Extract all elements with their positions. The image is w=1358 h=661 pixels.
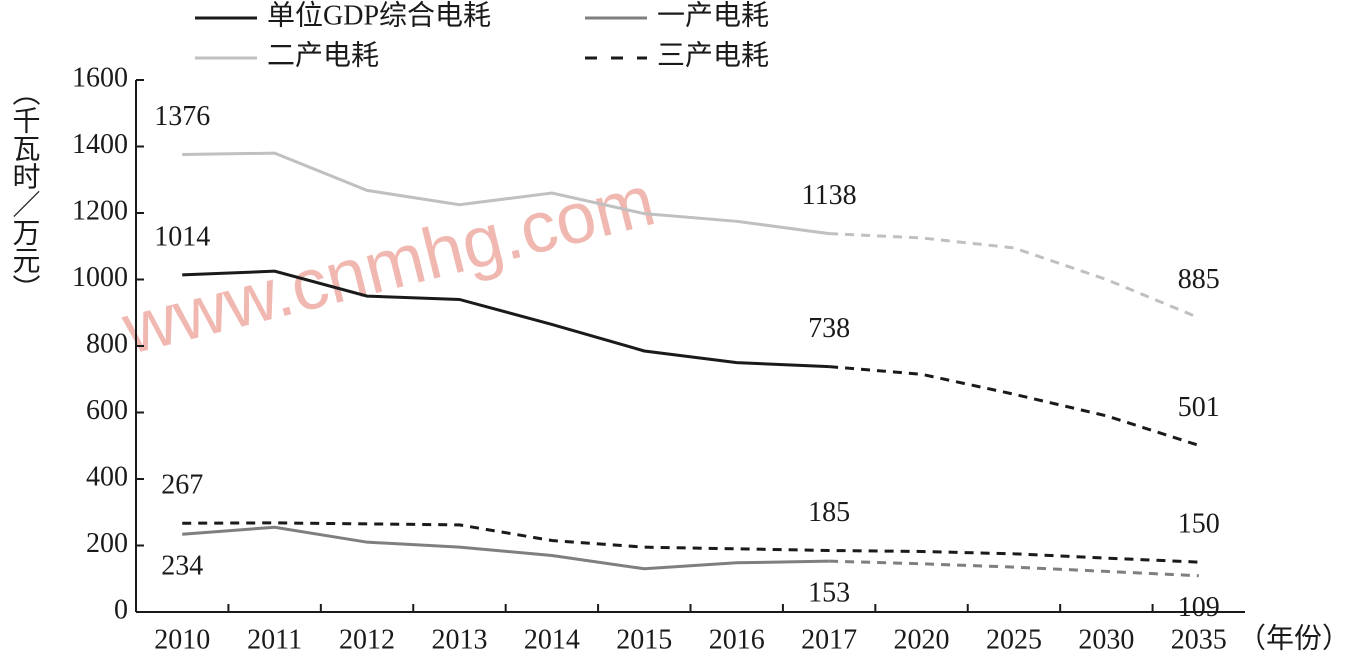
data-label: 153 <box>808 578 850 609</box>
data-label: 150 <box>1178 509 1220 540</box>
data-label: 1014 <box>154 221 210 252</box>
legend-label: 三产电耗 <box>657 39 769 71</box>
x-tick-label: 2015 <box>616 624 672 655</box>
series-line-dashed <box>829 365 1200 447</box>
data-label: 267 <box>161 470 203 501</box>
data-label: 738 <box>808 313 850 344</box>
y-tick-label: 0 <box>114 594 128 625</box>
series-line <box>182 525 830 571</box>
data-label: 234 <box>161 551 203 582</box>
x-tick-label: 2010 <box>154 624 210 655</box>
data-label: 501 <box>1178 392 1220 423</box>
data-label: 885 <box>1178 264 1220 295</box>
data-label: 1376 <box>154 101 210 132</box>
series-line-dashed <box>829 559 1199 578</box>
x-tick-label: 2025 <box>986 624 1042 655</box>
y-tick-label: 600 <box>86 395 128 426</box>
data-label: 109 <box>1178 592 1220 623</box>
x-tick-label: 2016 <box>709 624 765 655</box>
series-line-dashed <box>182 521 1199 564</box>
data-label: 185 <box>808 497 850 528</box>
x-tick-label: 2012 <box>339 624 395 655</box>
y-tick-label: 1000 <box>72 262 128 293</box>
x-tick-label: 2017 <box>801 624 857 655</box>
series-line <box>182 151 830 236</box>
legend-label: 单位GDP综合电耗 <box>267 0 491 31</box>
x-tick-label: 2035 <box>1171 624 1227 655</box>
series-line-dashed <box>829 232 1200 320</box>
data-label: 1138 <box>802 180 857 211</box>
x-tick-label: 2013 <box>431 624 487 655</box>
y-tick-label: 200 <box>86 528 128 559</box>
y-axis-label: （千瓦时／万元） <box>9 78 41 302</box>
y-tick-label: 1600 <box>72 62 128 93</box>
y-tick-label: 400 <box>86 461 128 492</box>
watermark: www.cnmhg.com <box>114 161 662 371</box>
series-line <box>182 269 830 369</box>
x-tick-label: 2011 <box>247 624 302 655</box>
y-tick-label: 1200 <box>72 195 128 226</box>
legend-label: 二产电耗 <box>267 39 379 71</box>
x-axis-label: （年份） <box>1238 622 1350 654</box>
y-tick-label: 800 <box>86 328 128 359</box>
x-tick-label: 2030 <box>1078 624 1134 655</box>
x-tick-label: 2014 <box>524 624 580 655</box>
y-tick-label: 1400 <box>72 129 128 160</box>
legend-label: 一产电耗 <box>657 0 769 31</box>
x-tick-label: 2020 <box>894 624 950 655</box>
